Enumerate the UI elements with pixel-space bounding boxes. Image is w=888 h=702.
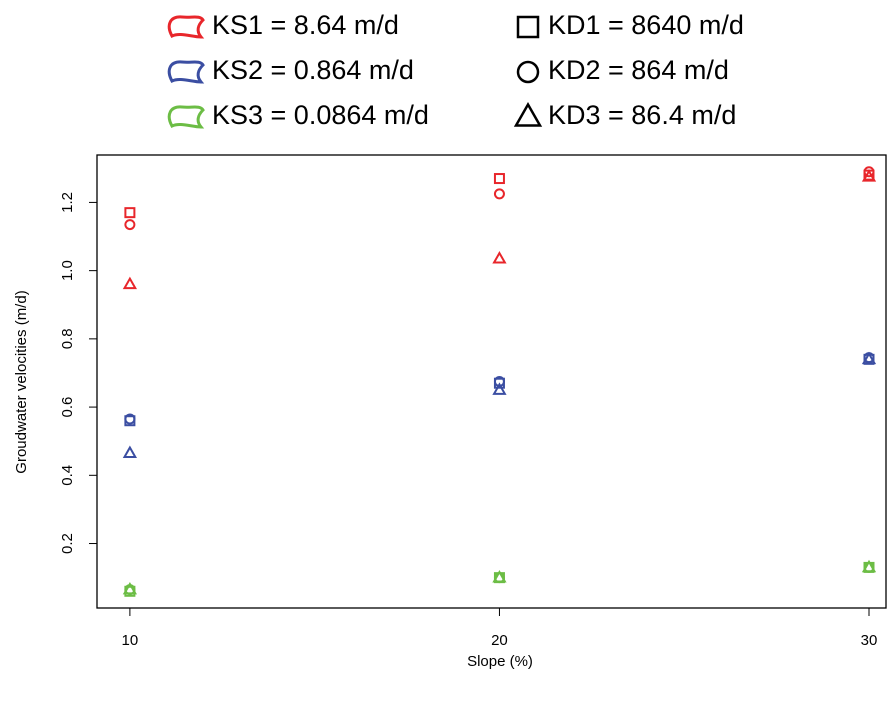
legend-label: KD3 = 86.4 m/d: [548, 100, 736, 130]
y-tick-label: 1.0: [59, 260, 76, 281]
point: [122, 581, 138, 595]
y-tick-label: 1.2: [59, 192, 76, 213]
point: [122, 276, 138, 290]
point: [124, 413, 136, 425]
legend-marker: [516, 60, 540, 84]
point: [861, 559, 877, 573]
point: [493, 173, 505, 185]
point: [863, 166, 875, 178]
y-tick-label: 0.8: [59, 328, 76, 349]
point: [493, 188, 505, 200]
y-tick-label: 0.4: [59, 465, 76, 486]
legend-label: KD1 = 8640 m/d: [548, 10, 744, 40]
plot-frame: [96, 154, 887, 609]
y-axis-label: Groudwater velocities (m/d): [13, 290, 30, 473]
legend-marker: [513, 101, 543, 127]
x-tick-label: 20: [491, 632, 508, 649]
point: [492, 251, 507, 264]
point: [124, 219, 136, 231]
legend-label: KS3 = 0.0864 m/d: [212, 100, 429, 130]
x-axis-label: Slope (%): [467, 653, 533, 670]
point: [122, 445, 138, 458]
legend-label: KS2 = 0.864 m/d: [212, 55, 414, 85]
y-tick-label: 0.6: [59, 397, 76, 418]
point: [861, 351, 877, 365]
point: [492, 382, 507, 395]
x-tick-label: 30: [861, 632, 878, 649]
legend-label: KS1 = 8.64 m/d: [212, 10, 399, 40]
legend-marker: [516, 15, 540, 39]
legend-swatch: [167, 15, 205, 39]
y-tick-label: 0.2: [59, 533, 76, 554]
x-tick-label: 10: [122, 632, 139, 649]
legend-swatch: [167, 60, 205, 84]
point: [492, 570, 507, 583]
legend-swatch: [167, 105, 205, 129]
legend-label: KD2 = 864 m/d: [548, 55, 729, 85]
point: [861, 169, 877, 182]
point: [124, 207, 136, 219]
